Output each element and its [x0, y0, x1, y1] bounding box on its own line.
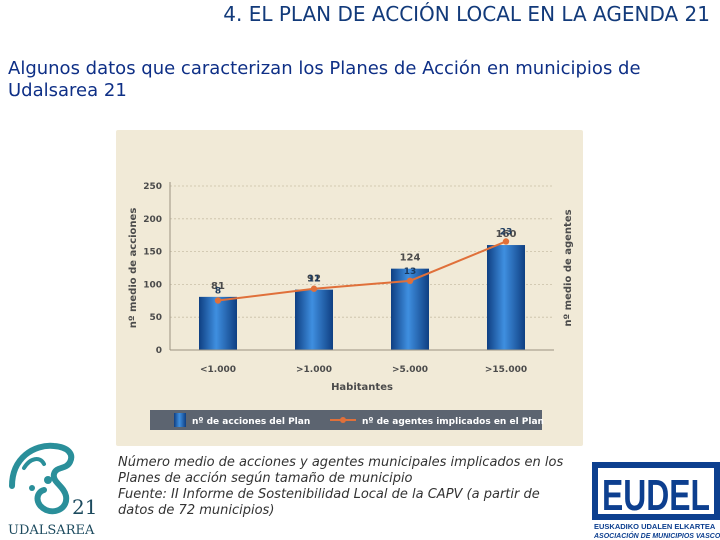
y-tick-label: 0: [156, 346, 162, 356]
udalsarea-name: UDALSAREA: [8, 523, 95, 538]
y-tick-label: 150: [143, 248, 162, 258]
chart-panel: 81 92 124 160 8 11 13 23 0 50 100 150 200 250 nº medi…: [116, 130, 583, 446]
y-tick-label: 250: [143, 182, 162, 192]
eudel-logo: EUDEL EUSKADIKO UDALEN ELKARTEA ASOCIACI…: [592, 462, 720, 540]
y-axis-title: nº medio de acciones: [128, 208, 139, 329]
agents-value-label: 23: [500, 227, 513, 237]
y-tick-label: 50: [149, 313, 162, 323]
caption-line-1: Número medio de acciones y agentes munic…: [118, 455, 564, 470]
y-tick-label: 200: [143, 215, 162, 225]
eudel-name: EUDEL: [602, 471, 710, 520]
agents-value-label: 8: [215, 287, 221, 297]
agents-point: [406, 277, 414, 285]
slide-title: 4. EL PLAN DE ACCIÓN LOCAL EN LA AGENDA …: [223, 2, 710, 26]
x-tick-label: >5.000: [392, 365, 428, 375]
agents-value-label: 13: [404, 267, 417, 277]
bar-value-label: 81: [211, 281, 225, 292]
agents-point: [214, 297, 222, 304]
legend-label-agentes: nº de agentes implicados en el Plan: [362, 417, 544, 427]
caption-line-2: Planes de acción según tamaño de municip…: [118, 471, 413, 486]
legend-line-marker: [340, 417, 346, 423]
figure-caption: Número medio de acciones y agentes munic…: [118, 455, 588, 519]
bar: [295, 289, 333, 350]
bar-value-label: 124: [400, 253, 421, 264]
bar-value-label: 160: [496, 229, 517, 240]
bar: [487, 245, 525, 350]
bar-value-label: 92: [307, 274, 321, 285]
x-tick-label: >1.000: [296, 365, 332, 375]
udalsarea-number: 21: [72, 495, 97, 519]
y-tick-label: 100: [143, 280, 162, 290]
eudel-line-2: ASOCIACIÓN DE MUNICIPIOS VASCOS: [593, 531, 720, 540]
bar: [199, 296, 237, 350]
udalsarea-logo: 21 UDALSAREA: [8, 442, 97, 538]
x-tick-label: >15.000: [485, 365, 527, 375]
x-axis-title: Habitantes: [331, 382, 393, 393]
agents-point: [502, 238, 510, 245]
x-tick-label: <1.000: [200, 365, 236, 375]
agents-value-label: 11: [308, 275, 321, 285]
agents-point: [310, 285, 318, 292]
bar-line-chart: 81 92 124 160 8 11 13 23 0 50 100 150 200 250 nº medi…: [128, 182, 574, 430]
udalsarea-swirl-icon: [9, 442, 75, 515]
y2-axis-title: nº medio de agentes: [563, 209, 574, 326]
slide-subtitle: Algunos datos que caracterizan los Plane…: [8, 58, 641, 101]
caption-line-3: Fuente: II Informe de Sostenibilidad Loc…: [118, 487, 540, 502]
eudel-line-1: EUSKADIKO UDALEN ELKARTEA: [594, 522, 716, 531]
agents-line: [217, 240, 507, 302]
legend-label-acciones: nº de acciones del Plan: [192, 417, 310, 427]
legend-bar-swatch: [174, 413, 186, 427]
caption-line-4: datos de 72 municipios): [118, 503, 275, 518]
